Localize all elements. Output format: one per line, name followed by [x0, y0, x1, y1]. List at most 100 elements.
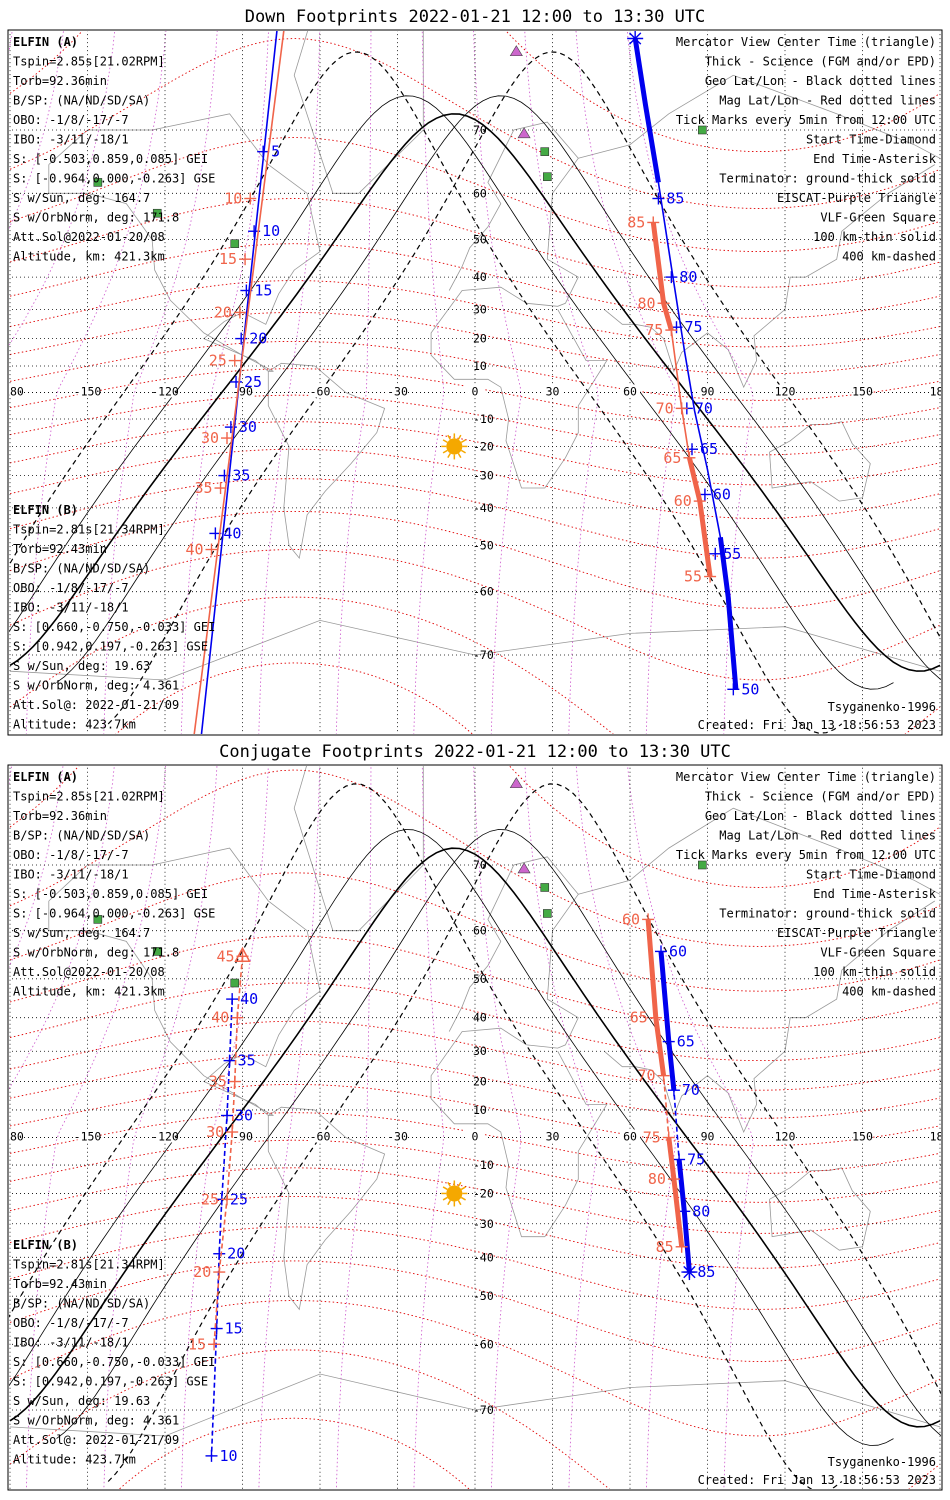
mag-lon-150 [575, 31, 677, 734]
elfin-b-info-line: S: [0.942,0.197,-0.263] GSE [13, 640, 208, 654]
track-tick-label: 45 [216, 947, 234, 965]
lat-tick-label: 20 [473, 1075, 487, 1089]
terminator-100km [9, 95, 894, 690]
legend-line: Mercator View Center Time (triangle) [676, 35, 936, 49]
sun-ray [442, 449, 448, 454]
lat-tick-label: -20 [473, 1186, 494, 1200]
vlf-square-icon [540, 883, 550, 892]
lon-tick-bg [9, 1129, 20, 1143]
legend-line: Tick Marks every 5min from 12:00 UTC [676, 848, 936, 862]
map-area: -180 -150 -120 -90 -60 -30 0 30 60 90 120 150 180 -70… [9, 766, 941, 1489]
vlf-square-icon [230, 978, 240, 988]
vlf-square-icon [543, 909, 552, 918]
lat-tick-label: 50 [473, 972, 487, 986]
coastline-3 [430, 856, 608, 1238]
lon-tick-label: -60 [310, 385, 331, 399]
mag-lon-60 [413, 31, 444, 734]
elfin-a-info-line: Att.Sol@2022-01-20/08 [13, 230, 165, 244]
track-tick-label: 10 [224, 189, 242, 207]
track-tick-label: 75 [643, 1129, 661, 1147]
mag-lon--60 [103, 31, 218, 734]
lat-tick-label: 60 [473, 924, 487, 938]
eiscat-triangle-icon [517, 127, 531, 139]
terminator-100km [9, 829, 894, 1446]
legend-line: 100 km-thin solid [813, 230, 936, 244]
elfin-a-info-line: Altitude, km: 421.3km [13, 985, 165, 999]
coastline-1 [267, 1106, 386, 1311]
lat-tick-label: -50 [473, 538, 494, 552]
lon-tick-bg [77, 384, 98, 398]
elfin-b-info-line: Tspin=2.81s[21.34RPM] [13, 1258, 165, 1272]
mag-lat--80 [118, 1417, 470, 1489]
end-asterisk-icon [681, 1264, 698, 1281]
science-segment [650, 222, 674, 331]
lon-tick-label: 150 [852, 1130, 873, 1144]
sun-disk [446, 1185, 463, 1202]
sun-ray [447, 1200, 451, 1206]
elfin-b-info-line: Altitude: 423.7km [13, 1453, 136, 1467]
elfin-a-info-line: S w/Sun, deg: 164.7 [13, 191, 150, 205]
sun-ray [460, 1186, 466, 1191]
sun-ray [460, 1196, 466, 1201]
legend-line: Tick Marks every 5min from 12:00 UTC [676, 113, 936, 127]
coastline-2 [293, 31, 424, 194]
lon-tick-bg [310, 384, 330, 398]
lat-tick-label: 30 [473, 302, 487, 316]
lon-tick-label: -60 [310, 1130, 331, 1144]
elfin-b-info-line: B/SP: (NA/ND/SD/SA) [13, 562, 150, 576]
elfin-a-info-line: OBO: -1/8/-17/-7 [13, 113, 129, 127]
track-tick-label: 15 [254, 282, 272, 300]
mag-lat-70 [9, 38, 941, 209]
created-timestamp: Created: Fri Jan 13 18:56:53 2023 [698, 718, 936, 732]
track-tick-label: 25 [209, 352, 227, 370]
track-tick-label: 50 [741, 680, 759, 698]
lon-tick-label: 90 [701, 1130, 715, 1144]
lon-tick-bg [620, 1129, 640, 1143]
track-tick-label: 20 [193, 1263, 211, 1281]
elfin-b-info-line: Tspin=2.81s[21.34RPM] [13, 523, 165, 537]
track-tick-label: 40 [223, 524, 241, 542]
lon-tick-label: -90 [232, 1130, 253, 1144]
lat-tick-label: -50 [473, 1289, 494, 1303]
track-tick-label: 65 [677, 1033, 695, 1051]
vlf-square-icon [152, 208, 162, 218]
track-tick-label: 75 [645, 321, 663, 339]
elfin-a-info-line: Altitude, km: 421.3km [13, 250, 165, 264]
legend-line: EISCAT-Purple Triangle [777, 191, 936, 205]
legend-line: Geo Lat/Lon - Black dotted lines [705, 74, 936, 88]
legend-line: 400 km-dashed [842, 985, 936, 999]
legend-line: Mercator View Center Time (triangle) [676, 770, 936, 784]
sun-ray [442, 1186, 448, 1191]
lon-tick-label: -120 [151, 1130, 179, 1144]
terminator-100km-2 [56, 829, 941, 1439]
elfin-a-info-line: OBO: -1/8/-17/-7 [13, 848, 129, 862]
lon-tick-label: -30 [387, 385, 408, 399]
lon-tick-label: -150 [74, 1130, 102, 1144]
mag-lon-30 [335, 31, 372, 734]
track-tick-label: 35 [238, 1052, 256, 1070]
elfin-b-info-line: S w/Sun, deg: 19.63 [13, 1394, 150, 1408]
lon-tick-bg [852, 1129, 873, 1143]
mag-lat-70 [9, 769, 941, 947]
coastline-0 [48, 113, 321, 372]
elfin-a-info-line: S: [-0.964,0.000,-0.263] GSE [13, 907, 215, 921]
elfin-a-info-line: Tspin=2.85s[21.02RPM] [13, 790, 165, 804]
lon-tick-bg [697, 1129, 718, 1143]
sun-ray [457, 452, 462, 459]
elfin-a-info-line: IBO: -3/11/-18/1 [13, 133, 129, 147]
elfin-b-info-line: S w/OrbNorm, deg: 4.361 [13, 679, 179, 693]
sun-ray [447, 1181, 451, 1187]
vlf-square-icon [698, 125, 707, 135]
info-left: ELFIN (A) Tspin=2.85s[21.02RPM] Torb=92.36… [13, 770, 215, 1467]
track-west-line [210, 999, 233, 1456]
sun-ray [457, 1181, 462, 1187]
track-tick-label: 40 [185, 541, 203, 559]
mag-lat-60 [9, 137, 941, 253]
lat-tick-label: -20 [473, 439, 494, 453]
mag-lon--120 [9, 31, 116, 347]
elfin-b-info-line: OBO: -1/8/-17/-7 [13, 1316, 129, 1330]
vlf-square-icon [93, 178, 103, 187]
terminator-group [9, 783, 941, 1489]
created-timestamp: Created: Fri Jan 13 18:56:53 2023 [698, 1473, 936, 1487]
